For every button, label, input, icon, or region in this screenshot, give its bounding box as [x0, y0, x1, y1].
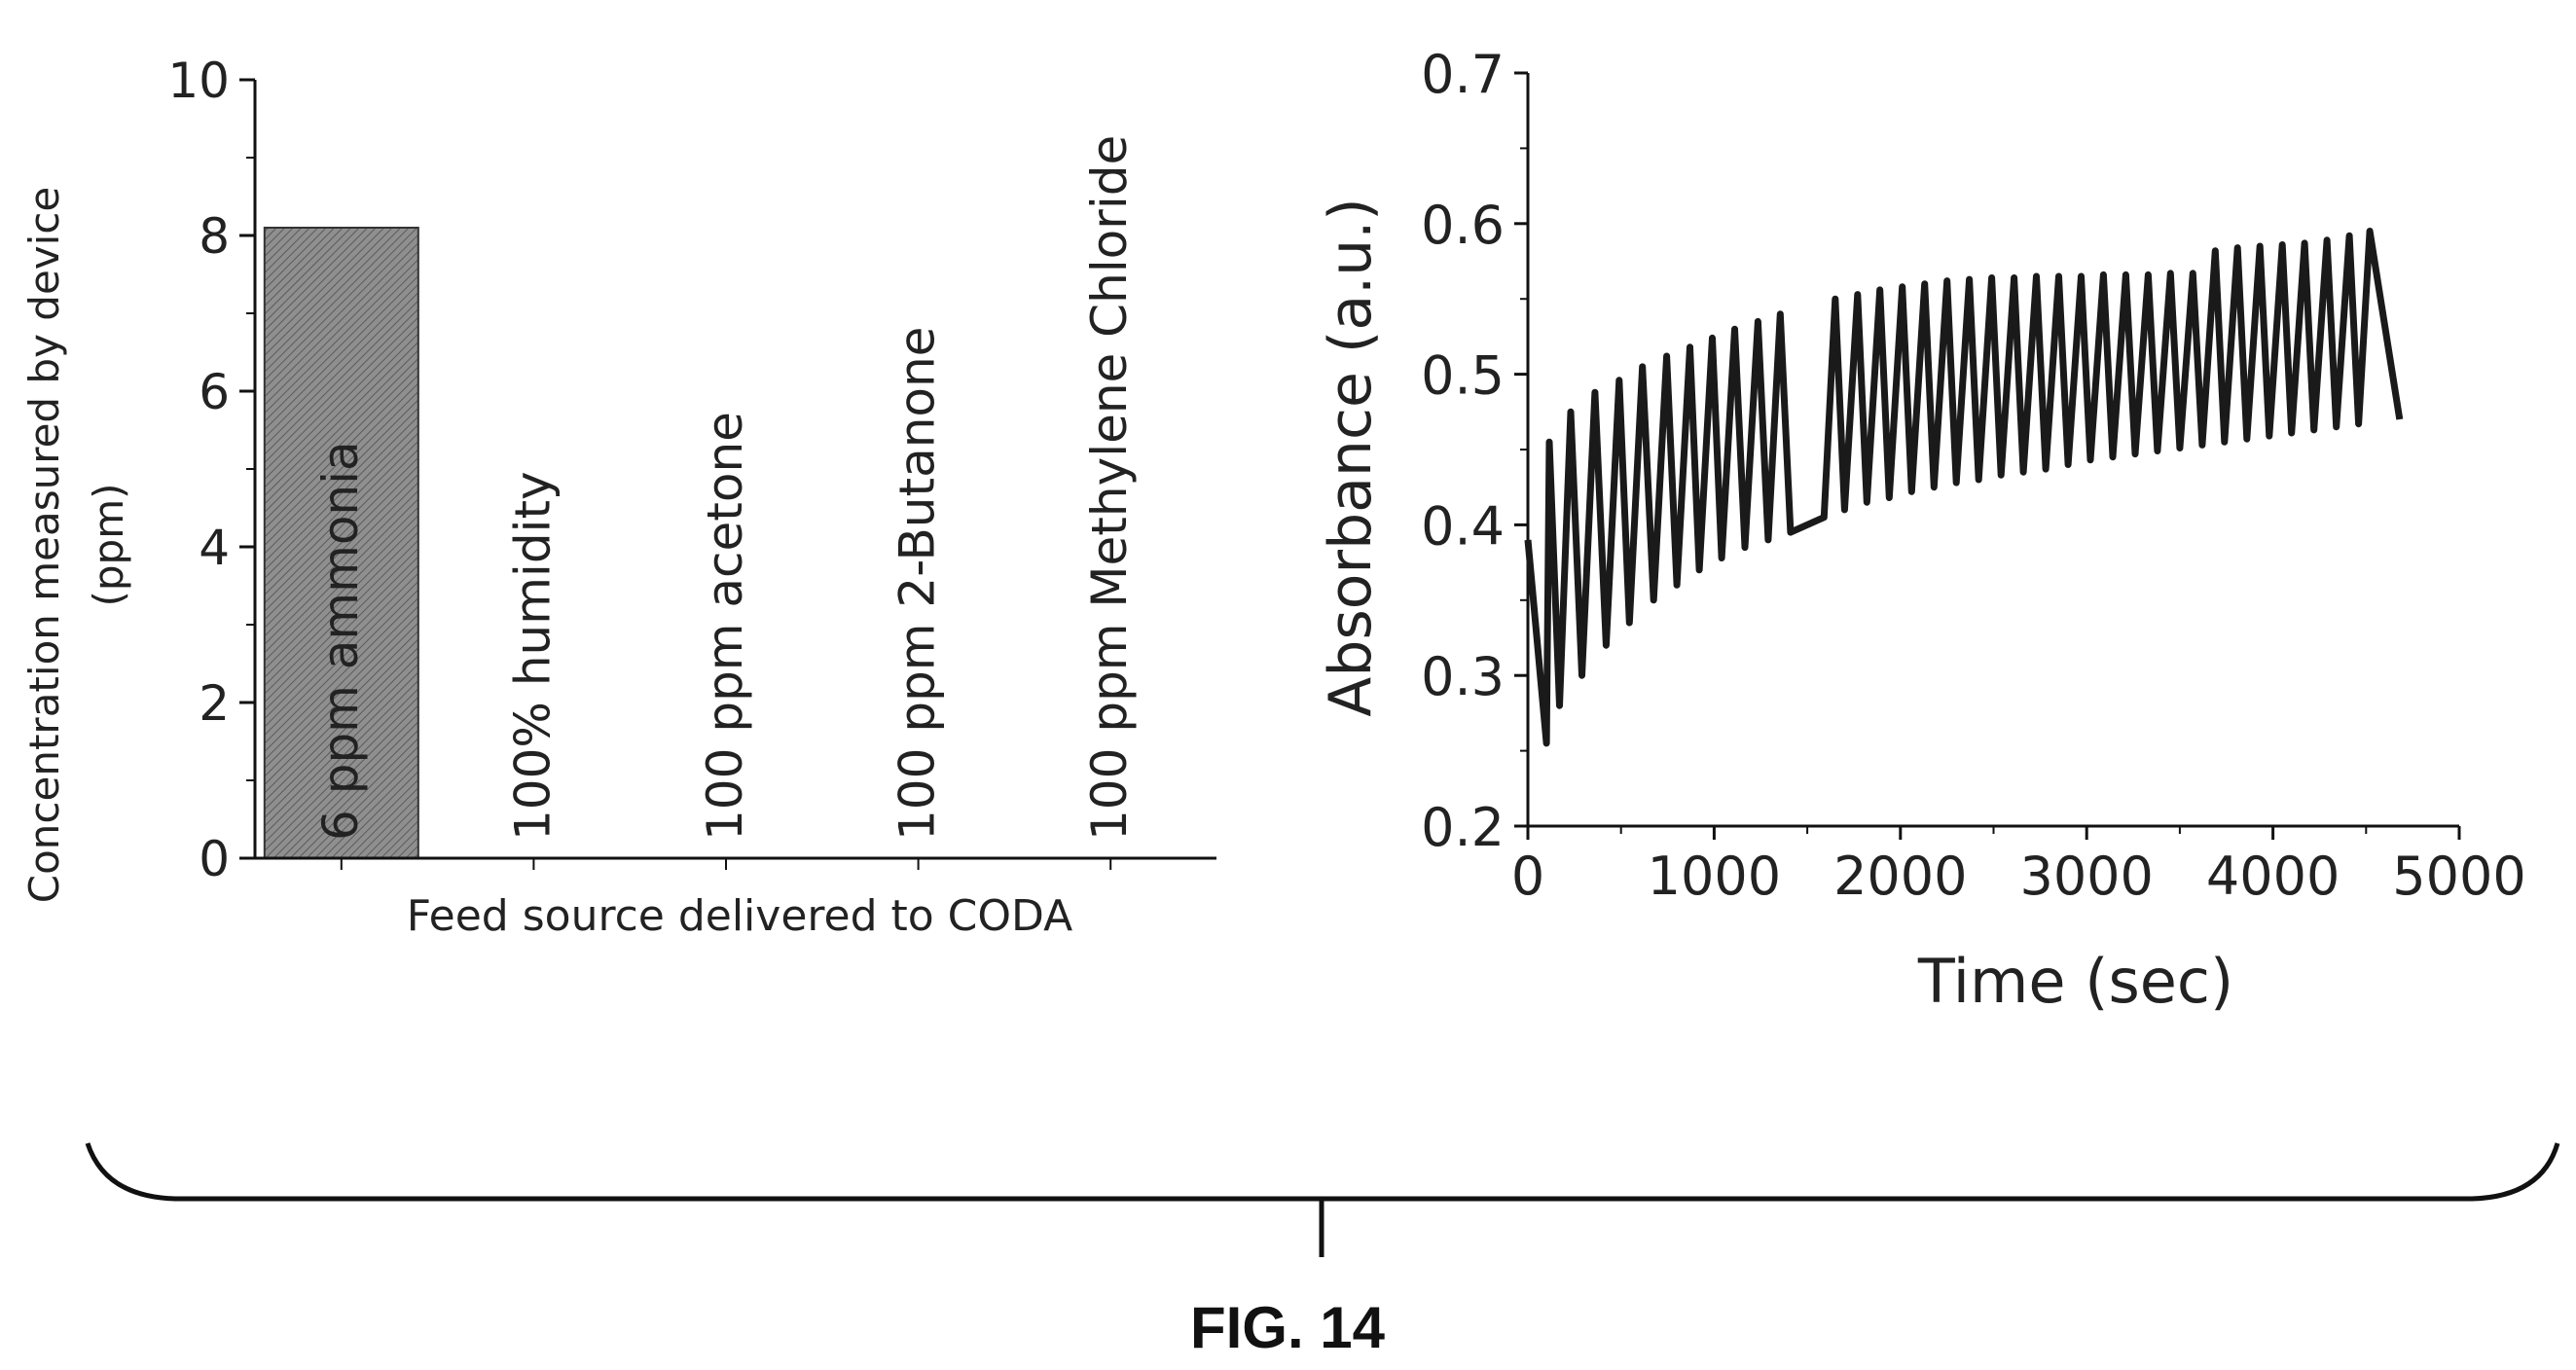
line-y-tick-label: 0.5	[1421, 345, 1505, 407]
line-y-tick-label: 0.6	[1421, 195, 1505, 256]
bar-chart: 0 2 4 6 8 10 6 ppm ammonia 100% humidity 100 pp…	[20, 53, 1216, 941]
line-y-tick-label: 0.4	[1421, 495, 1505, 557]
bar-category-label: 100 ppm acetone	[697, 412, 753, 841]
line-y-axis-label: Absorbance (a.u.)	[1317, 198, 1385, 716]
line-x-axis-label: Time (sec)	[1917, 946, 2233, 1017]
line-x-tick-label: 4000	[2206, 846, 2340, 907]
line-y-tick-label: 0.7	[1421, 44, 1505, 105]
bar-y-tick-label: 8	[199, 208, 230, 265]
line-x-tick-label: 2000	[1833, 846, 1967, 907]
bar-marks	[263, 227, 419, 859]
line-chart: 0.20.30.40.50.60.70 1000 2000 3000 4000 5000 …	[1317, 44, 2526, 1017]
line-x-tick-label: 0	[1511, 846, 1544, 907]
bar-category-label: 6 ppm ammonia	[312, 441, 369, 841]
bar-y-tick-label: 2	[199, 675, 230, 732]
bar-category-label: 100% humidity	[504, 471, 561, 841]
bar-y-tick-label: 6	[199, 364, 230, 420]
bar-y-tick-label: 4	[199, 520, 230, 576]
bar-y-tick-label: 10	[167, 53, 230, 109]
bar-y-axis-label-line1: Concentration measured by device	[20, 187, 68, 903]
bar-y-tick-label: 0	[199, 831, 230, 887]
line-axes: 0.2 0.3 0.4 0.5 0.6 0.7 0 1000 2000 3000 4000 5000	[1421, 44, 2526, 907]
line-x-tick-label: 1000	[1648, 846, 1781, 907]
bar-y-axis-label-line2: (ppm)	[85, 483, 132, 606]
figure-caption: FIG. 14	[1190, 1295, 1386, 1360]
bar-category-label: 100 ppm 2-Butanone	[889, 327, 946, 841]
absorbance-series-line	[1524, 228, 2404, 747]
grouping-brace	[85, 1142, 2560, 1202]
line-y-tick-label: 0.3	[1421, 646, 1505, 707]
line-x-tick-label: 3000	[2019, 846, 2153, 907]
bar-category-labels: 6 ppm ammonia 100% humidity 100 ppm aceton…	[312, 135, 1138, 841]
bar-axes: 0 2 4 6 8 10	[167, 53, 1216, 887]
line-x-tick-label: 5000	[2392, 846, 2525, 907]
bar	[263, 227, 419, 859]
line-y-tick-label: 0.2	[1421, 797, 1505, 858]
bar-category-label: 100 ppm Methylene Chloride	[1081, 135, 1138, 841]
bar-x-axis-label: Feed source delivered to CODA	[407, 891, 1072, 941]
